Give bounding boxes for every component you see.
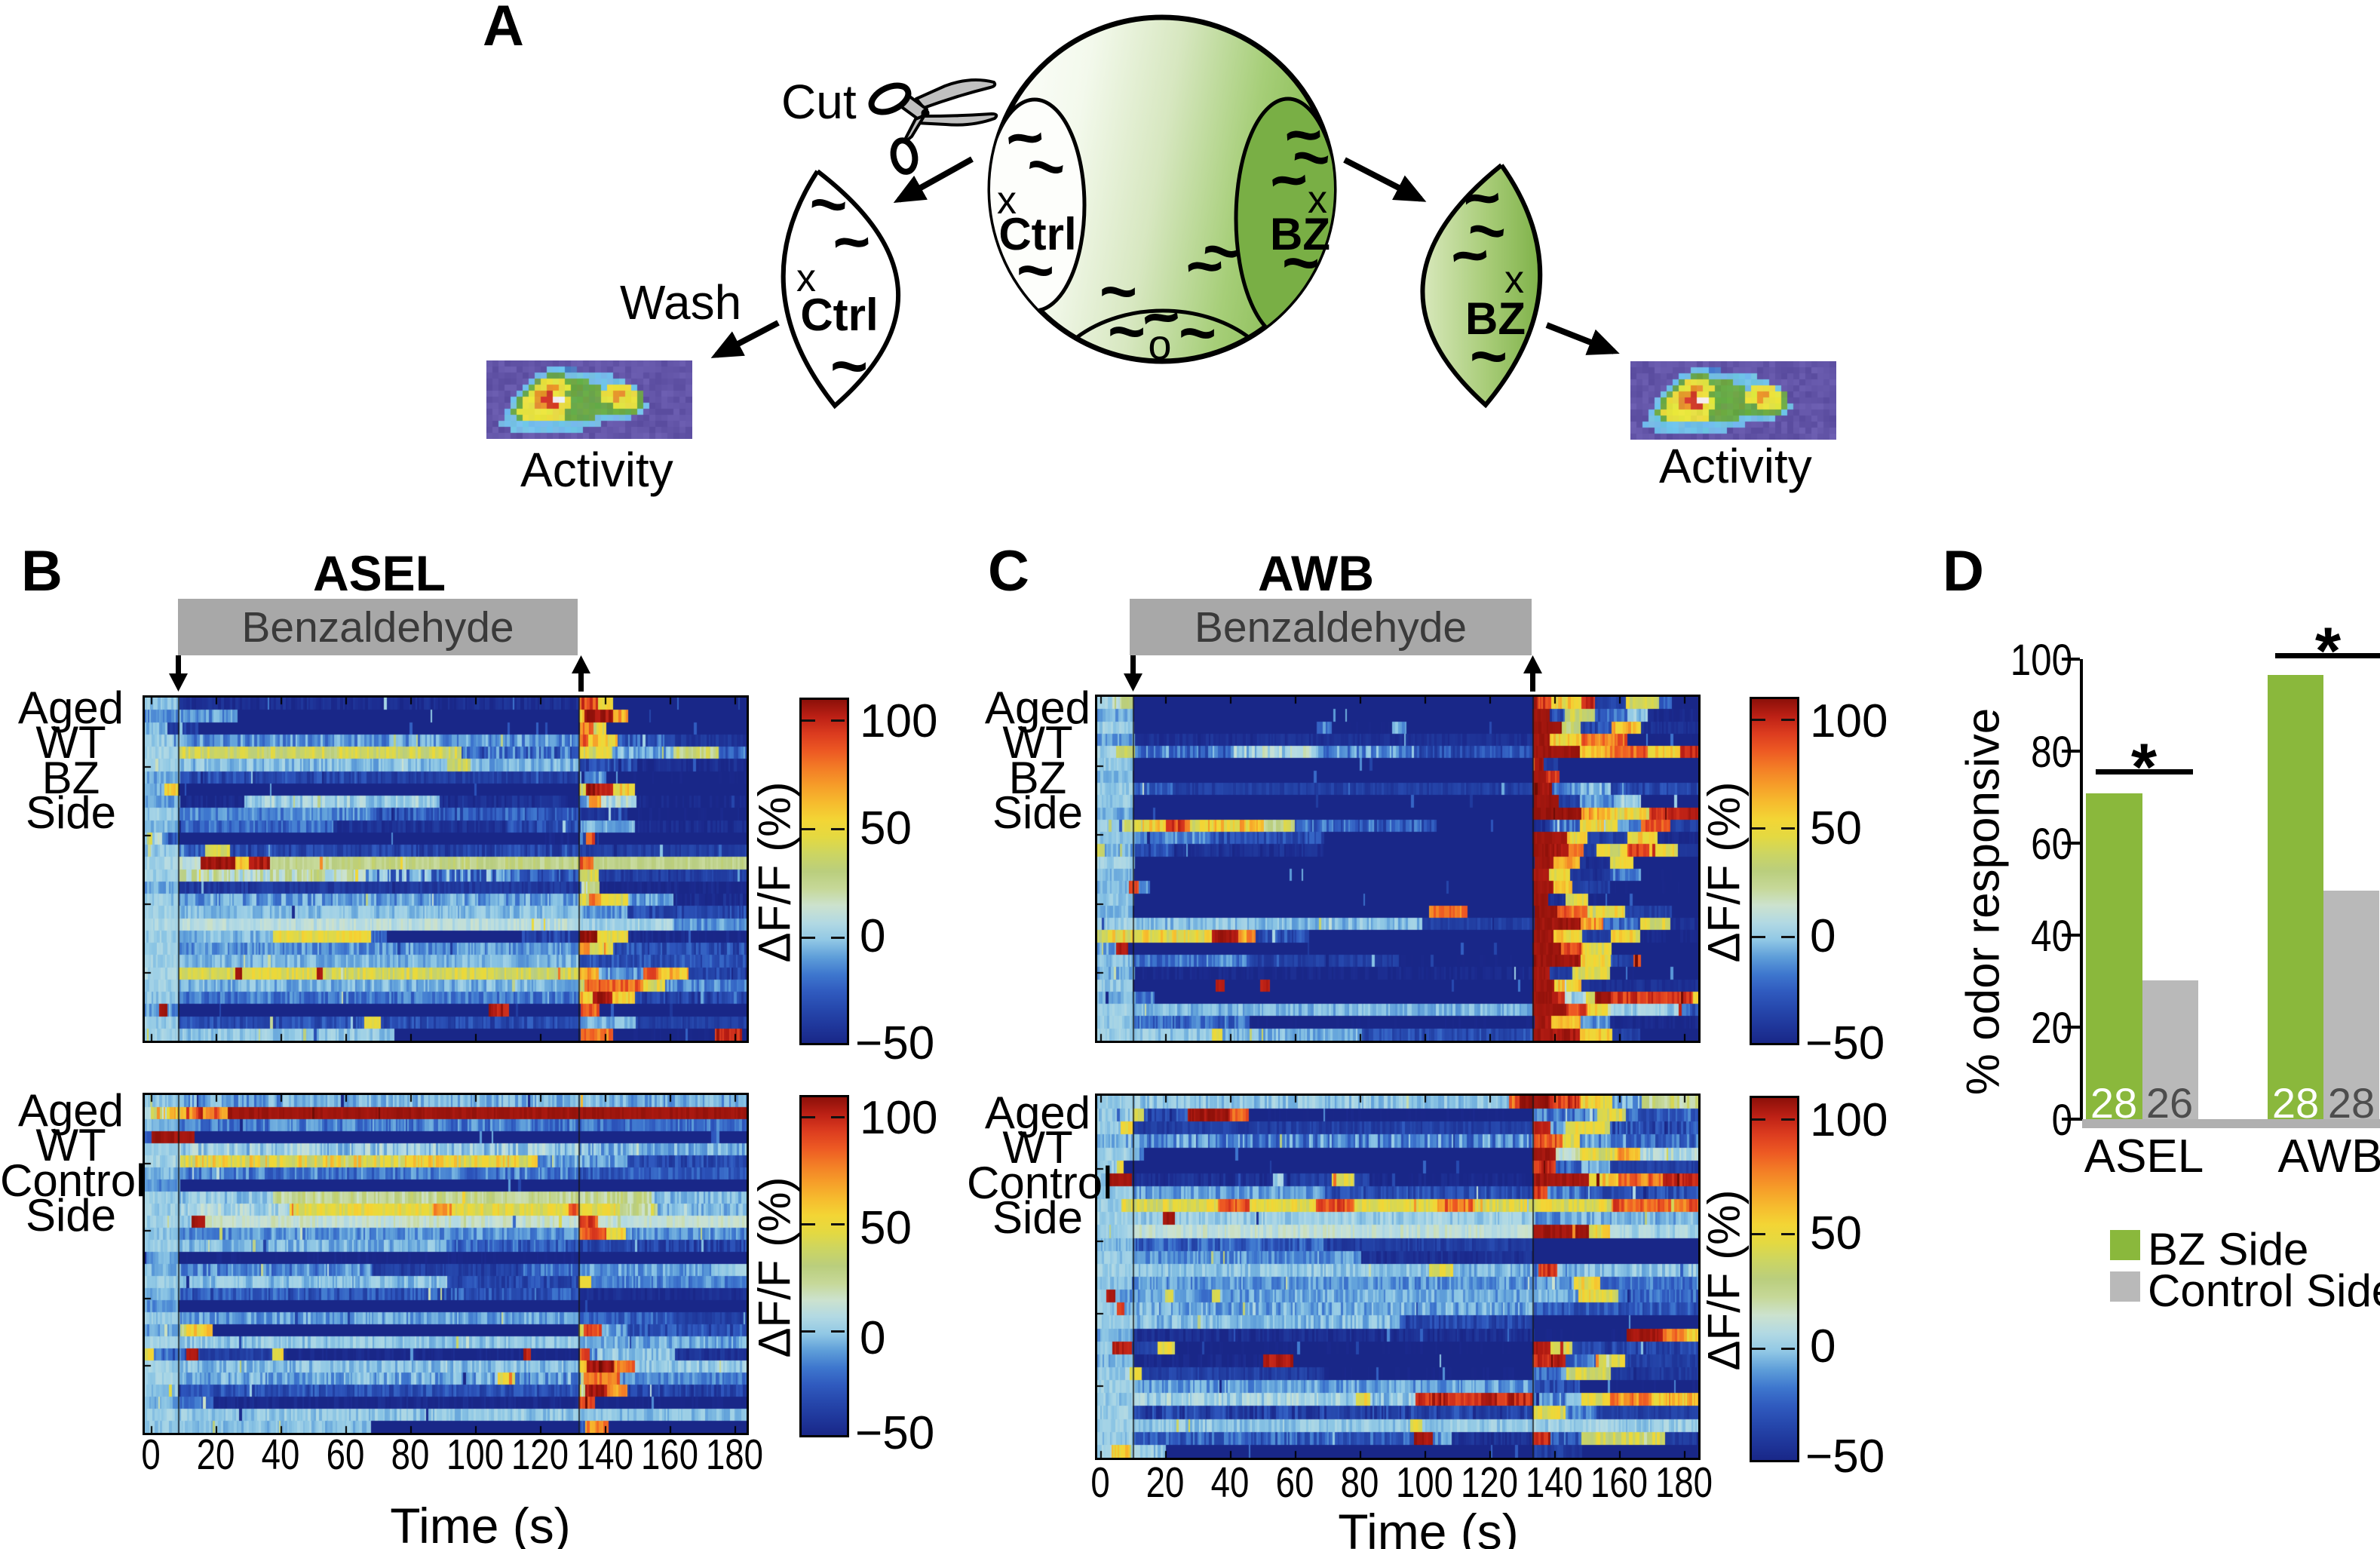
- svg-text:~: ~: [1447, 218, 1492, 294]
- svg-text:x: x: [796, 256, 816, 300]
- svg-text:x: x: [1308, 178, 1327, 222]
- svg-text:o: o: [1148, 321, 1171, 368]
- svg-text:~: ~: [1100, 256, 1137, 328]
- svg-text:~: ~: [1002, 100, 1047, 176]
- svg-text:A: A: [483, 0, 524, 58]
- svg-text:~: ~: [1108, 296, 1146, 368]
- svg-text:~: ~: [830, 330, 868, 403]
- svg-text:BZ: BZ: [1270, 209, 1330, 259]
- svg-text:~: ~: [1266, 143, 1311, 219]
- svg-text:Activity: Activity: [520, 443, 673, 497]
- svg-text:Activity: Activity: [1659, 439, 1812, 493]
- svg-text:~: ~: [1459, 161, 1504, 237]
- svg-text:~: ~: [1179, 297, 1216, 370]
- svg-text:BZ: BZ: [1465, 293, 1526, 344]
- svg-text:~: ~: [1183, 229, 1226, 303]
- svg-text:Ctrl: Ctrl: [998, 209, 1076, 259]
- svg-text:Wash: Wash: [620, 275, 741, 330]
- svg-text:~: ~: [830, 204, 873, 279]
- svg-text:~: ~: [1199, 213, 1244, 290]
- svg-text:~: ~: [1464, 193, 1510, 269]
- svg-text:~: ~: [1282, 227, 1320, 299]
- svg-text:x: x: [997, 179, 1017, 222]
- svg-text:~: ~: [807, 167, 850, 241]
- svg-text:~: ~: [1282, 97, 1325, 172]
- svg-text:~: ~: [1289, 120, 1334, 196]
- svg-text:~: ~: [1470, 321, 1507, 393]
- svg-text:Cut: Cut: [781, 75, 857, 129]
- svg-text:x: x: [1504, 258, 1524, 302]
- svg-text:~: ~: [1017, 235, 1054, 307]
- svg-text:Ctrl: Ctrl: [800, 290, 878, 340]
